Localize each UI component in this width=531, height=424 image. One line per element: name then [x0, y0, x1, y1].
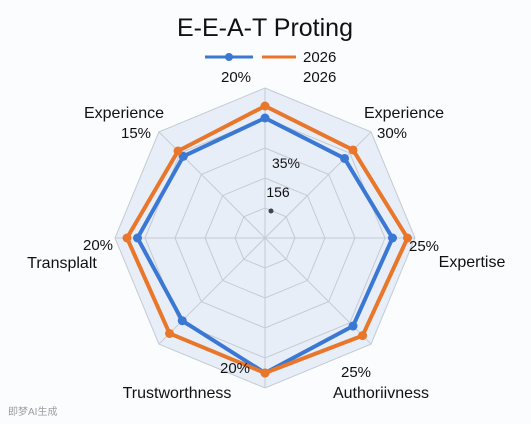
data-point: [133, 233, 142, 243]
percent-label-top: 20%: [221, 69, 251, 86]
data-point: [260, 101, 270, 111]
axis-spoke: [158, 237, 266, 345]
data-point: [260, 113, 270, 123]
radar-series: [122, 101, 412, 378]
data-point: [177, 316, 187, 326]
axis-label: Authoriivness: [333, 385, 429, 402]
data-point: [348, 145, 358, 155]
radar-grid: [114, 87, 416, 389]
data-point: [348, 321, 358, 331]
data-point: [122, 233, 132, 243]
percent-label: 25%: [341, 364, 371, 381]
center-dot: [268, 208, 274, 214]
data-point: [340, 153, 350, 163]
axis-label: Expertise: [439, 254, 506, 271]
percent-label: 30%: [377, 125, 407, 142]
data-point: [358, 331, 368, 341]
percent-label: 20%: [220, 360, 250, 377]
axis-label: Experience: [84, 105, 164, 122]
legend-label-extra: 2026: [303, 69, 336, 86]
percent-label: 25%: [409, 238, 439, 255]
radar-labels: Experience30%Expertise25%Authoriivness25…: [27, 69, 505, 402]
data-point: [260, 368, 270, 378]
percent-label: 15%: [121, 125, 151, 142]
watermark-text: 即梦AI生成: [8, 405, 57, 418]
data-point: [403, 233, 412, 243]
axis-label: Transplalt: [27, 255, 97, 272]
legend-label-series-2: 2026: [303, 49, 336, 66]
percent-label: 20%: [83, 237, 113, 254]
data-point: [173, 146, 183, 156]
inner-label: 35%: [272, 155, 300, 171]
legend: 2026 2026: [205, 49, 336, 86]
inner-label: 156: [266, 184, 290, 200]
chart-title: E-E-A-T Proting: [177, 14, 353, 42]
data-point: [388, 233, 397, 243]
data-point: [165, 328, 175, 338]
axis-label: Experience: [364, 105, 444, 122]
axis-label: Trustworthness: [123, 385, 232, 402]
legend-marker-series-1: [225, 53, 233, 61]
